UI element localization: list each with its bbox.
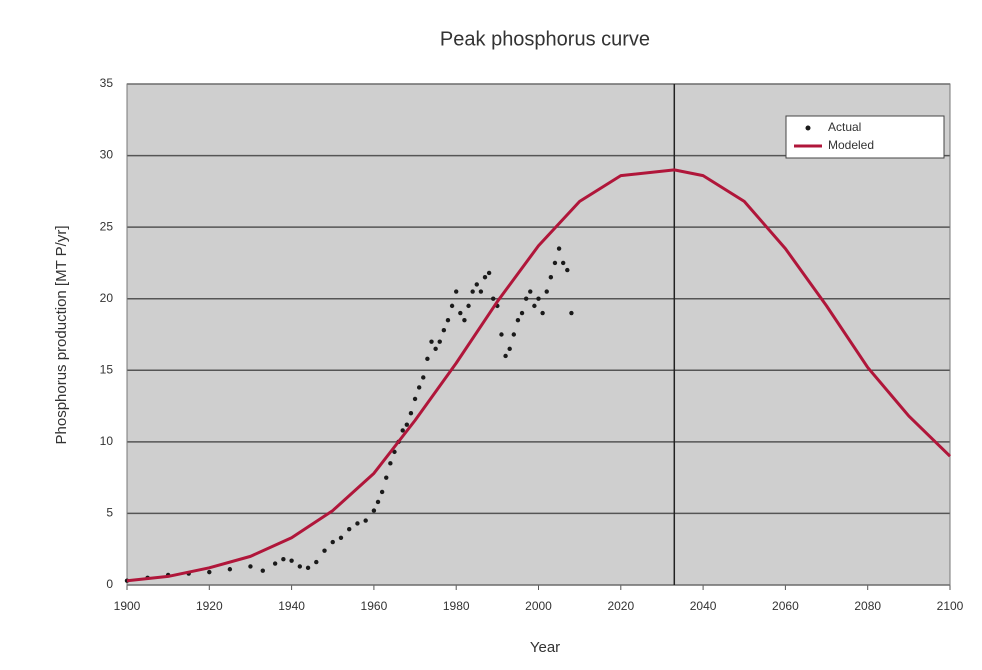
data-point [281,557,286,562]
x-tick-label: 2020 [607,599,634,613]
data-point [355,521,360,526]
data-point [330,539,335,545]
data-point [227,567,233,572]
legend-label: Actual [828,120,861,134]
legend-box [785,115,945,159]
data-point [536,296,541,301]
x-tick-label: 1920 [196,599,223,613]
plot-area [127,84,950,585]
data-point [445,317,451,323]
data-point [248,564,253,569]
data-point [363,518,368,523]
data-point [322,548,327,553]
data-point [540,310,545,316]
data-point [425,356,430,362]
data-point [499,332,504,337]
y-tick-label: 35 [100,76,114,90]
data-point [433,346,438,352]
data-point [503,353,508,359]
data-point [379,489,385,495]
data-point [470,289,475,294]
y-tick-label: 25 [100,219,114,233]
y-tick-label: 10 [100,434,114,448]
data-point [532,303,537,309]
data-point [462,317,467,323]
data-point [449,303,455,309]
x-tick-label: 2100 [937,599,964,613]
data-point [289,558,294,563]
data-point [544,289,549,294]
data-point [404,422,410,427]
x-tick-label: 2060 [772,599,799,613]
y-tick-label: 0 [106,577,113,591]
data-point [408,411,414,416]
data-point [392,449,397,455]
y-tick-label: 30 [100,148,114,162]
data-point [486,270,492,276]
data-point [421,375,426,380]
data-point [454,289,459,294]
data-point [523,296,529,301]
data-point [297,564,303,569]
data-point [507,346,512,352]
data-point [384,475,389,480]
data-point [491,296,496,301]
data-point [519,310,525,316]
data-point [412,396,418,402]
data-point [416,385,422,390]
x-tick-label: 2000 [525,599,552,613]
x-tick-label: 1960 [361,599,388,613]
data-point [515,317,521,323]
data-point [347,526,352,532]
x-tick-label: 2040 [690,599,717,613]
data-point [441,328,447,333]
x-tick-label: 1940 [278,599,305,613]
chart-title: Peak phosphorus curve [440,28,650,50]
data-point [474,282,479,287]
x-axis-label: Year [530,639,560,656]
data-point [552,260,558,266]
data-point [429,339,434,344]
x-tick-label: 1980 [443,599,470,613]
data-point [565,267,570,273]
y-tick-label: 20 [100,291,114,305]
series-line [126,168,952,583]
data-point [569,310,574,316]
data-point [272,561,278,566]
y-tick-label: 5 [106,506,113,520]
data-point [560,260,566,266]
data-point [466,303,471,309]
x-tick-label: 1900 [114,599,141,613]
data-point [482,275,488,280]
data-point [371,508,377,513]
x-tick-label: 2080 [854,599,881,613]
data-point [437,339,442,344]
data-point [400,428,405,433]
legend-label: Modeled [828,138,874,152]
y-axis-label: Phosphorus production [MT P/yr] [53,226,70,445]
data-point [388,461,393,466]
data-point [548,275,554,280]
data-point [260,568,265,573]
data-point [511,332,517,337]
data-point [528,289,533,294]
data-point [207,569,212,575]
plot-border [126,83,951,586]
data-point [458,310,463,316]
data-point [478,289,484,294]
data-point [556,246,562,251]
legend-swatch [805,125,811,131]
data-point [305,565,311,571]
data-point [314,559,319,565]
data-point [375,499,381,505]
y-tick-label: 15 [100,362,114,376]
data-point [338,535,344,540]
